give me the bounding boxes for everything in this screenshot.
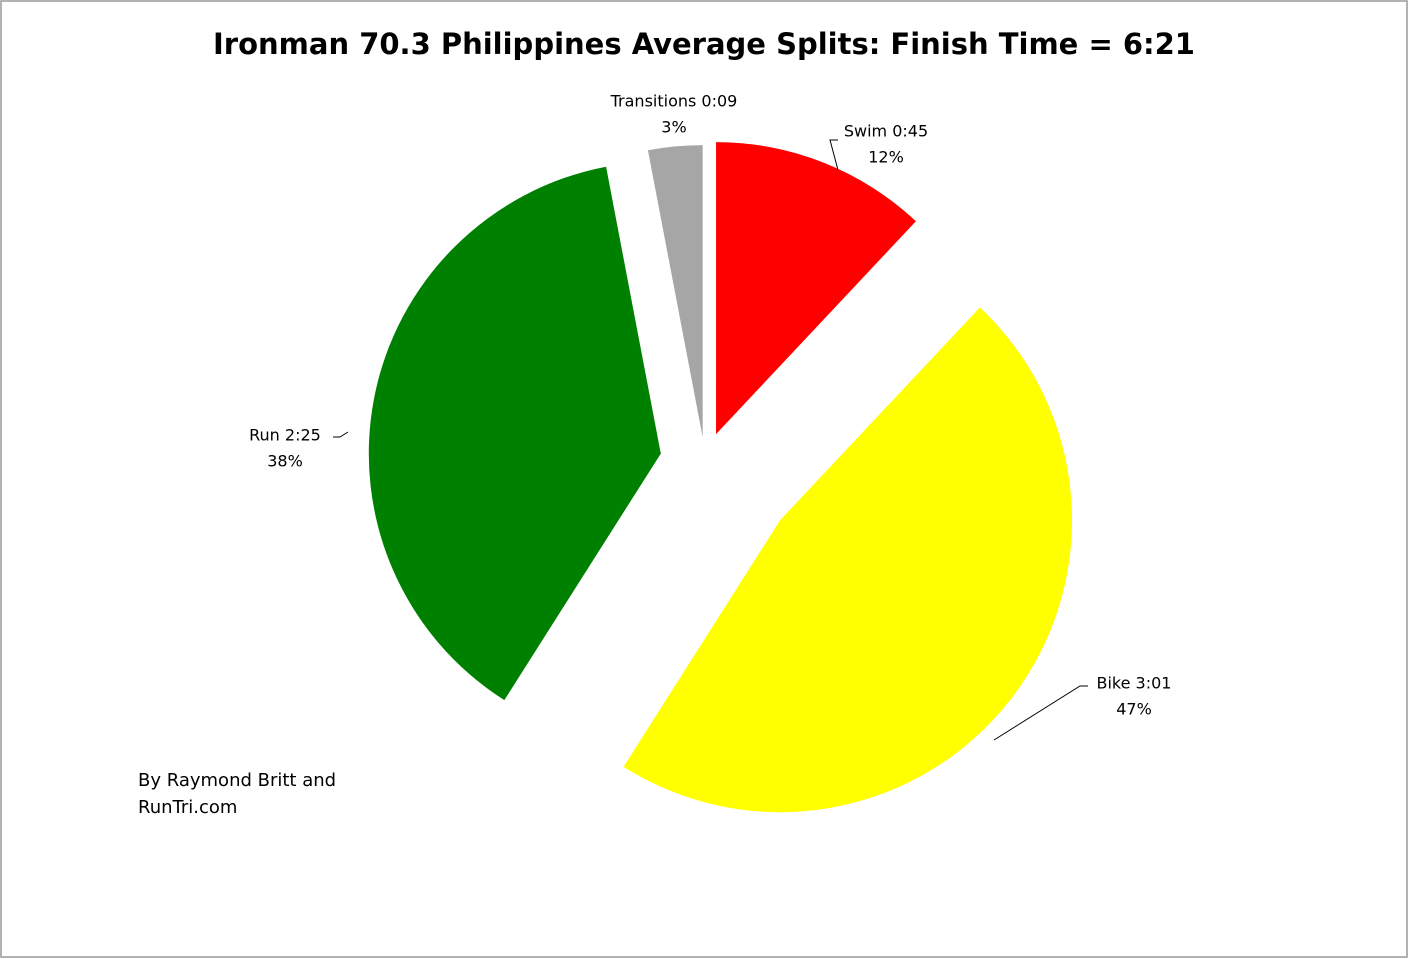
annotation: RunTri.com [138, 797, 237, 818]
slice-value-label: 3% [661, 118, 686, 137]
slice-label: Transitions 0:09 [610, 92, 738, 111]
leader-line [993, 685, 1088, 741]
leader-line [829, 139, 839, 171]
pie-slice [623, 307, 1073, 813]
chart-title: Ironman 70.3 Philippines Average Splits:… [213, 27, 1195, 61]
slice-label: Bike 3:01 [1097, 674, 1172, 693]
pie-slice [368, 166, 661, 701]
leader-line [333, 431, 349, 438]
pie-slice [716, 142, 916, 435]
slice-label: Swim 0:45 [844, 122, 928, 141]
slice-value-label: 12% [868, 148, 904, 167]
slice-label: Run 2:25 [249, 426, 321, 445]
pie-slice [647, 145, 703, 438]
slice-value-label: 47% [1116, 700, 1152, 719]
annotation: By Raymond Britt and [138, 770, 336, 791]
slice-value-label: 38% [267, 452, 303, 471]
